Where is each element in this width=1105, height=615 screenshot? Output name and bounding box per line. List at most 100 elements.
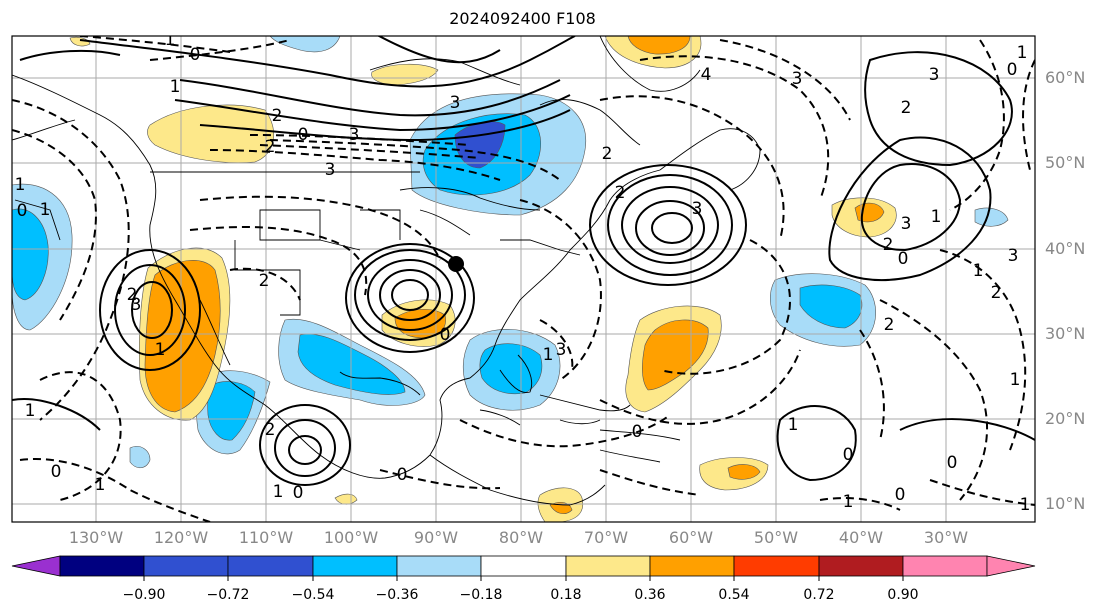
contours-solid: [12, 36, 1035, 486]
contour-label: 0: [1007, 60, 1018, 80]
lon-label: 100°W: [323, 528, 379, 547]
contour-label: 1: [973, 261, 984, 281]
colorbar-bin: [818, 555, 904, 577]
contour-label: 3: [1008, 246, 1019, 266]
shade-neg-light: [269, 36, 341, 53]
contour-label: 1: [273, 482, 284, 502]
contour-label: 0: [298, 125, 309, 145]
contour-label: 1: [25, 401, 36, 421]
colorbar-bin: [649, 555, 735, 577]
contour-label: 2: [883, 235, 894, 255]
colorbar-bin: [565, 555, 651, 577]
contour-label: 2: [272, 106, 283, 126]
shade-pos-mid: [627, 36, 691, 55]
contour-label: 0: [190, 45, 201, 65]
lon-label: 50°W: [753, 528, 799, 547]
contour-label: 1: [1020, 495, 1031, 515]
colorbar-bin: [227, 555, 314, 577]
lat-label: 10°N: [1045, 494, 1086, 513]
contour-label: 0: [947, 453, 958, 473]
contour-label: 2: [884, 315, 895, 335]
colorbar-arrow-left: [11, 555, 61, 577]
contour-label: 0: [843, 445, 854, 465]
colorbar-bin: [480, 555, 567, 577]
contour-label: 3: [929, 65, 940, 85]
black-dot-marker: [448, 256, 464, 272]
colorbar-tick-label: 0.54: [718, 587, 750, 603]
shade-pos-mid: [727, 464, 761, 480]
colorbar-tick-label: 0.36: [634, 587, 666, 603]
contour-label: 1: [95, 475, 106, 495]
contour-label: 2: [991, 283, 1002, 303]
contour-label: 1: [15, 175, 26, 195]
lon-label: 80°W: [498, 528, 544, 547]
contour-label: 3: [556, 340, 567, 360]
shade-pos-light: [69, 36, 91, 47]
contour-label: 2: [265, 137, 276, 157]
colorbar-bin: [396, 555, 482, 577]
shade-neg-mid: [12, 208, 49, 301]
contour-label: 4: [701, 65, 712, 85]
lat-label: 30°N: [1045, 324, 1086, 343]
lon-label: 30°W: [923, 528, 969, 547]
colorbar-bin: [143, 555, 229, 577]
contour-label: 2: [259, 271, 270, 291]
contour-label: 3: [450, 93, 461, 113]
contour-label: 2: [901, 98, 912, 118]
colorbar-arrow-right: [986, 555, 1036, 577]
contour-label: 1: [543, 345, 554, 365]
colorbar-tick-label: 0.72: [803, 587, 835, 603]
contour-label: 2: [602, 144, 613, 164]
chart-title: 2024092400 F108: [449, 9, 596, 28]
lon-label: 120°W: [153, 528, 209, 547]
colorbar-tick-label: −0.54: [291, 587, 335, 603]
contour-label: 0: [397, 465, 408, 485]
colorbar-bin: [59, 555, 145, 577]
colorbar-tick-label: 0.90: [887, 587, 919, 603]
contour-label: 0: [17, 201, 28, 221]
colorbar-tick-label: −0.18: [459, 587, 503, 603]
contour-label: 0: [440, 325, 451, 345]
shade-pos-mid: [144, 260, 221, 413]
contour-label: 3: [792, 69, 803, 89]
contour-labels: 0 1 1 2 0 3 2 3 3 4 3 2 3 2 2 3 2 1 3 0 …: [15, 36, 1031, 515]
contours-dashed: [12, 36, 1035, 522]
colorbar-tick-label: 0.18: [550, 587, 582, 603]
colorbar: [11, 555, 1036, 581]
lat-label: 60°N: [1045, 68, 1086, 87]
shade-neg-light: [129, 446, 151, 469]
lat-label: 50°N: [1045, 153, 1086, 172]
shade-neg-mid: [207, 381, 256, 441]
map-frame: [11, 35, 1036, 523]
contour-label: 1: [1010, 370, 1021, 390]
contour-label: 3: [692, 199, 703, 219]
contour-label: 1: [931, 207, 942, 227]
shade-neg-mid: [479, 343, 543, 395]
shading-layer: [12, 36, 1009, 522]
contour-label: 2: [615, 183, 626, 203]
contour-label: 0: [895, 485, 906, 505]
contour-label: 1: [788, 415, 799, 435]
lon-label: 90°W: [413, 528, 459, 547]
contour-label: 0: [51, 462, 62, 482]
lon-label: 110°W: [238, 528, 294, 547]
lon-label: 130°W: [68, 528, 124, 547]
colorbar-bin: [733, 555, 820, 577]
colorbar-tick-label: −0.36: [375, 587, 419, 603]
lon-label: 60°W: [668, 528, 714, 547]
contour-label: 0: [898, 249, 909, 269]
contour-label: 0: [632, 422, 643, 442]
contour-label: 3: [901, 214, 912, 234]
contour-label: 1: [170, 77, 181, 97]
lat-label: 20°N: [1045, 409, 1086, 428]
shade-pos-light: [371, 63, 439, 86]
shade-neg-mid: [799, 284, 863, 329]
contour-label: 3: [325, 160, 336, 180]
contour-label: 0: [293, 483, 304, 503]
lat-label: 40°N: [1045, 239, 1086, 258]
gridlines: [12, 36, 1035, 522]
contour-label: 3: [131, 295, 142, 315]
contour-label: 1: [1017, 43, 1028, 63]
colorbar-tick-label: −0.72: [206, 587, 250, 603]
